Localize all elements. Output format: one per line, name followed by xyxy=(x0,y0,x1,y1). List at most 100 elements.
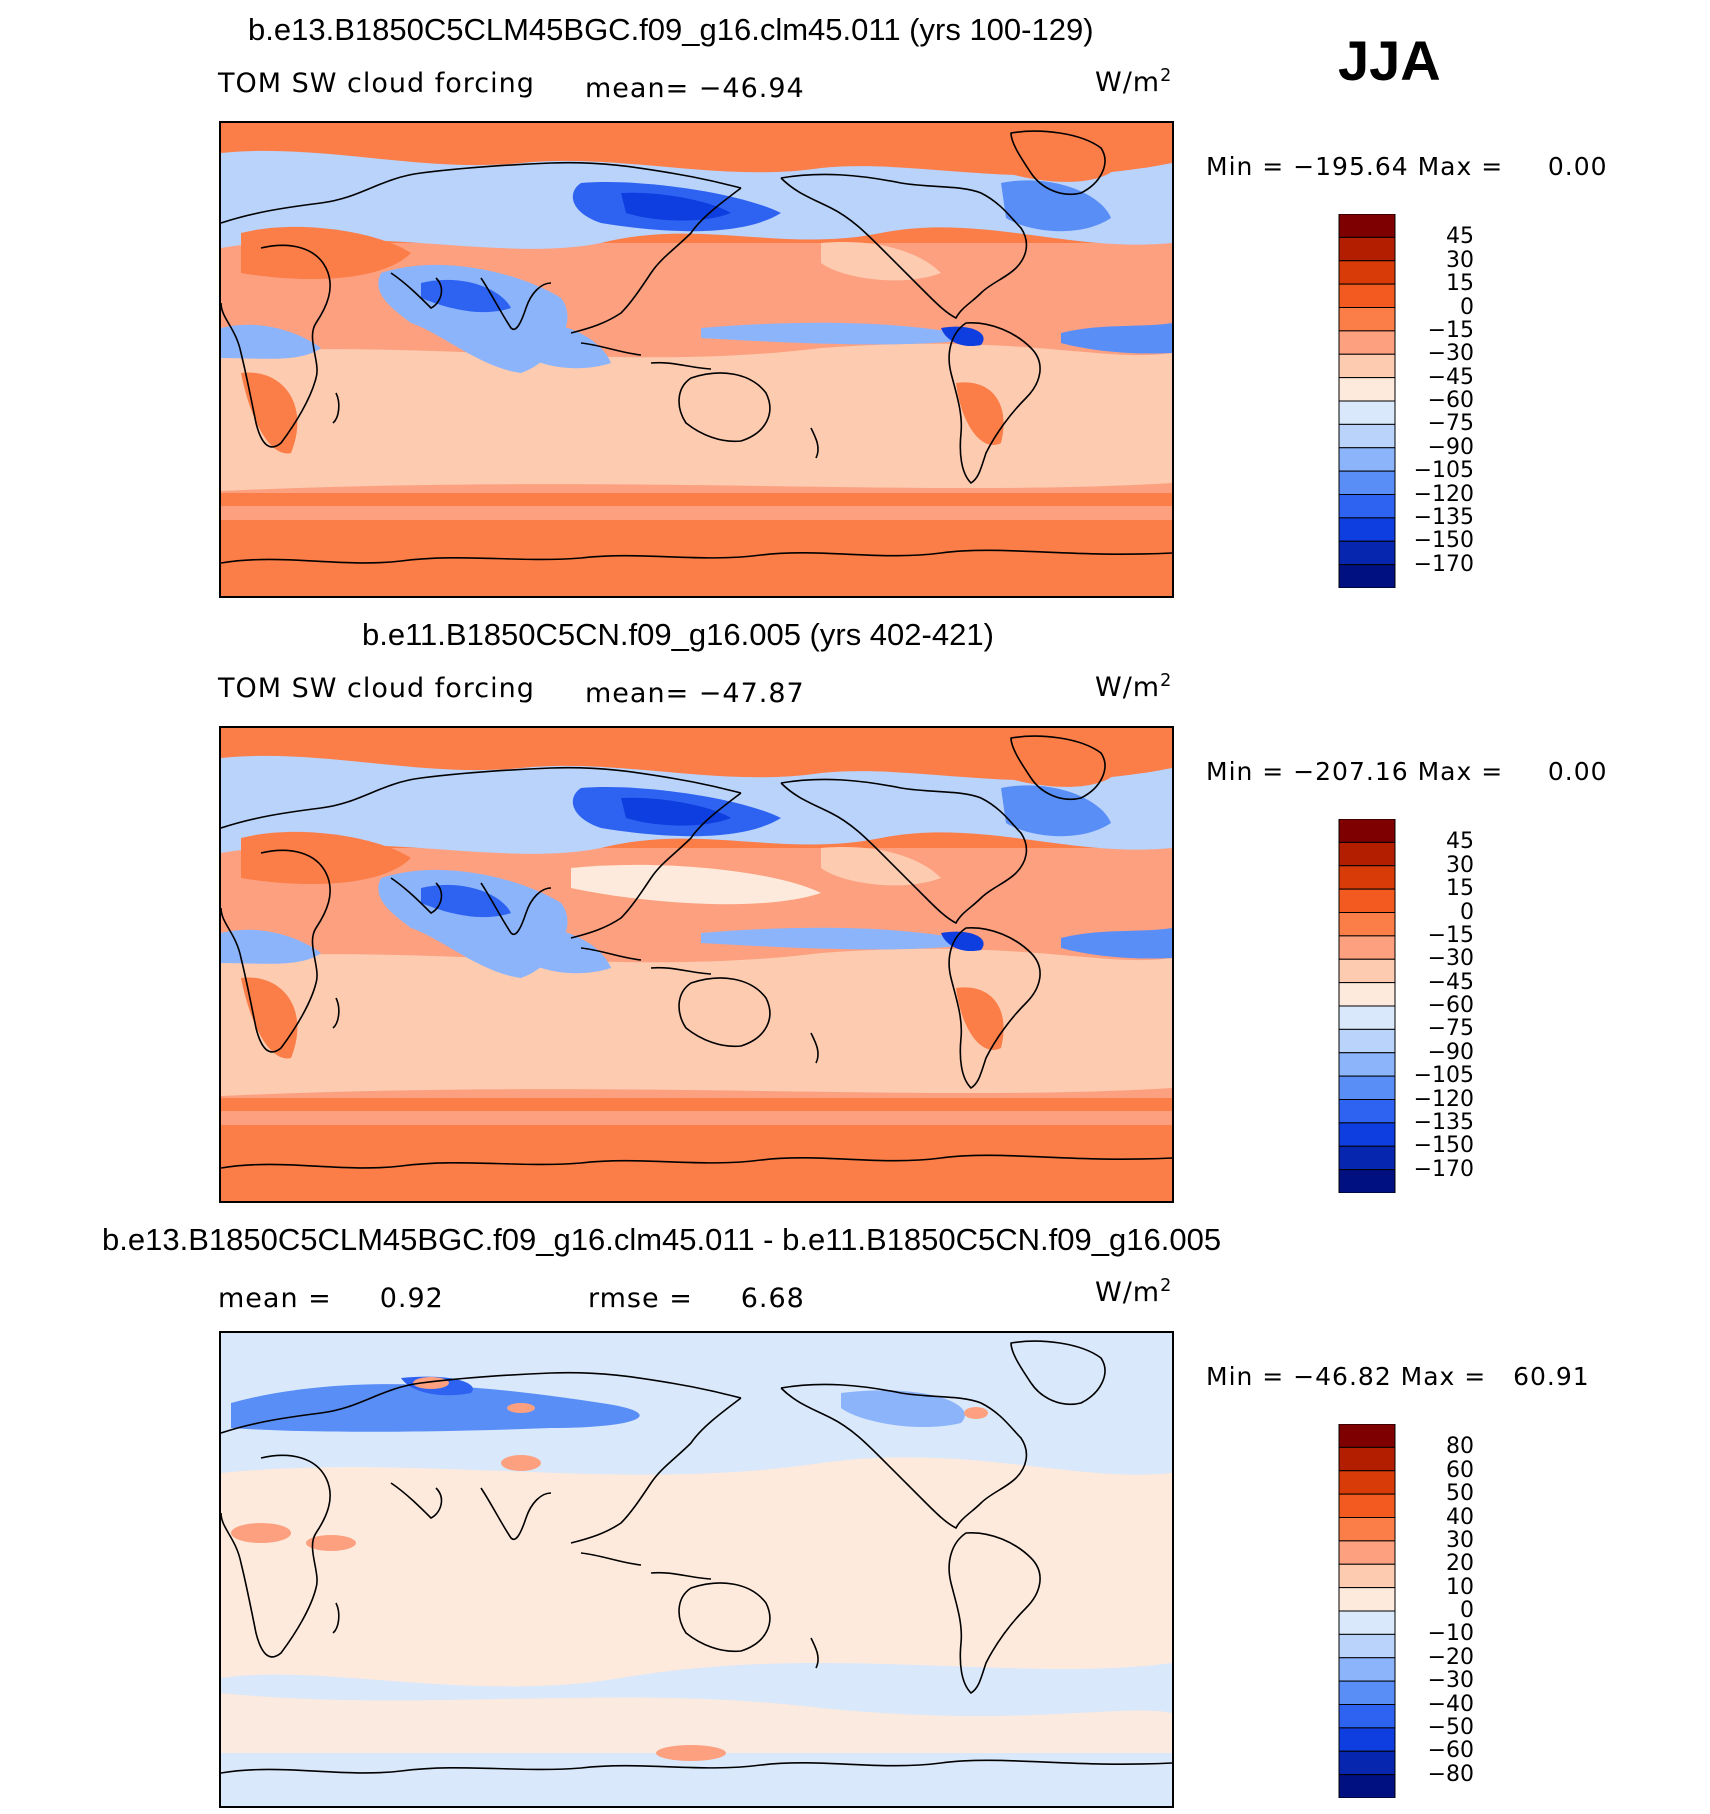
colorbar-tick-label: −150 xyxy=(1413,528,1474,554)
colorbar-tick-label: −40 xyxy=(1427,1691,1474,1717)
panel1-minmax: Min = −195.64 Max = 0.00 xyxy=(1206,152,1608,181)
colorbar-tick-label: −80 xyxy=(1427,1761,1474,1787)
panel2-units: W/m2 xyxy=(1095,671,1173,703)
colorbar-swatch xyxy=(1338,1727,1396,1752)
colorbar-swatch xyxy=(1338,330,1396,355)
colorbar-tick-label: −20 xyxy=(1427,1644,1474,1670)
coastlines xyxy=(221,735,1172,1169)
panel3-map xyxy=(219,1331,1174,1808)
colorbar-swatch xyxy=(1338,888,1396,913)
colorbar-tick-label: −105 xyxy=(1413,1063,1474,1089)
colorbar-swatch xyxy=(1338,307,1396,332)
colorbar-swatch xyxy=(1338,260,1396,285)
colorbar-swatch xyxy=(1338,1657,1396,1682)
panel3-units: W/m2 xyxy=(1095,1276,1173,1308)
colorbar-swatch xyxy=(1338,447,1396,472)
colorbar-swatch xyxy=(1338,1704,1396,1729)
colorbar-tick-label: 0 xyxy=(1460,294,1474,320)
colorbar-tick-label: −75 xyxy=(1427,411,1474,437)
colorbar-tick-label: 10 xyxy=(1446,1574,1474,1600)
colorbar-tick-label: −135 xyxy=(1413,504,1474,530)
colorbar-tick-label: 30 xyxy=(1446,247,1474,273)
colorbar-tick-label: −120 xyxy=(1413,1086,1474,1112)
colorbar-swatch xyxy=(1338,1446,1396,1472)
colorbar-swatch xyxy=(1338,1122,1396,1147)
colorbar-tick-label: 80 xyxy=(1446,1434,1474,1460)
panel2-mean: mean= −47.87 xyxy=(585,678,805,709)
colorbar-tick-label: −170 xyxy=(1413,1156,1474,1182)
colorbar-tick-label: −60 xyxy=(1427,993,1474,1018)
colorbar-tick-label: −105 xyxy=(1413,458,1474,484)
colorbar-swatch xyxy=(1338,1145,1396,1171)
colorbar-swatch xyxy=(1338,818,1396,843)
panel3-title: b.e13.B1850C5CLM45BGC.f09_g16.clm45.011 … xyxy=(102,1222,1222,1257)
panel1-units: W/m2 xyxy=(1095,66,1173,98)
panel2-minmax: Min = −207.16 Max = 0.00 xyxy=(1206,757,1608,786)
colorbar-tick-label: −15 xyxy=(1427,317,1474,343)
colorbar-tick-label: −45 xyxy=(1427,364,1474,390)
colorbar-tick-label: 15 xyxy=(1446,271,1474,297)
panel3-rmse: rmse = 6.68 xyxy=(588,1283,805,1314)
colorbar-swatch xyxy=(1338,1423,1396,1448)
colorbar-swatch xyxy=(1338,1680,1396,1705)
colorbar-swatch xyxy=(1338,841,1396,867)
season-label: JJA xyxy=(1338,29,1441,92)
colorbar-tick-label: 0 xyxy=(1460,899,1474,925)
panel1-map xyxy=(219,121,1174,598)
colorbar-tick-label: −60 xyxy=(1427,1738,1474,1764)
colorbar-swatch xyxy=(1338,1028,1396,1054)
colorbar-tick-label: −120 xyxy=(1413,481,1474,507)
panel1-field-label: TOM SW cloud forcing xyxy=(218,68,535,99)
colorbar-swatch xyxy=(1338,494,1396,519)
colorbar-tick-label: −45 xyxy=(1427,969,1474,995)
colorbar-swatch xyxy=(1338,1005,1396,1030)
colorbar-tick-label: −50 xyxy=(1427,1714,1474,1740)
colorbar-swatch xyxy=(1338,1517,1396,1542)
colorbar-tick-label: 45 xyxy=(1446,829,1474,855)
colorbar-tick-label: 20 xyxy=(1446,1551,1474,1577)
colorbar-tick-label: 50 xyxy=(1446,1481,1474,1507)
colorbar-tick-label: 15 xyxy=(1446,876,1474,902)
colorbar-swatch xyxy=(1338,1075,1396,1100)
panel3-colorbar: 80 60 50 40 30 20 10 0 −10 −20 −30 −40 −50 −60 −80 xyxy=(1338,1423,1474,1799)
colorbar-tick-label: 30 xyxy=(1446,1527,1474,1553)
panel2-map xyxy=(219,726,1174,1203)
colorbar-swatch xyxy=(1338,1052,1396,1077)
colorbar-swatch xyxy=(1338,1563,1396,1589)
panel2-colorbar: 45 30 15 0 −15 −30 −45 −60 −75 −90 −105 −120 −135 −15… xyxy=(1338,818,1474,1194)
colorbar-swatch xyxy=(1338,865,1396,890)
colorbar-swatch xyxy=(1338,935,1396,960)
colorbar-swatch xyxy=(1338,213,1396,238)
colorbar-swatch xyxy=(1338,423,1396,449)
panel1-colorbar: 45 30 15 0 −15 −30 −45 −60 −75 −90 −105 −120 −135 −15… xyxy=(1338,213,1474,589)
colorbar-tick-label: 0 xyxy=(1460,1598,1474,1623)
colorbar-tick-label: −75 xyxy=(1427,1016,1474,1042)
colorbar-tick-label: 60 xyxy=(1446,1457,1474,1483)
colorbar-swatch xyxy=(1338,400,1396,425)
colorbar-swatch xyxy=(1338,1470,1396,1495)
colorbar-swatch xyxy=(1338,540,1396,566)
colorbar-tick-label: 45 xyxy=(1446,224,1474,250)
colorbar-swatch xyxy=(1338,1099,1396,1124)
colorbar-swatch xyxy=(1338,353,1396,379)
colorbar-swatch xyxy=(1338,1587,1396,1612)
colorbar-swatch xyxy=(1338,1633,1396,1659)
colorbar-tick-label: −30 xyxy=(1427,1668,1474,1694)
colorbar-tick-label: −15 xyxy=(1427,922,1474,948)
colorbar-tick-label: −150 xyxy=(1413,1133,1474,1159)
panel3-mean: mean = 0.92 xyxy=(218,1283,444,1314)
colorbar-swatch xyxy=(1338,1493,1396,1518)
panel3-minmax: Min = −46.82 Max = 60.91 xyxy=(1206,1362,1590,1391)
colorbar-swatch xyxy=(1338,912,1396,937)
colorbar-swatch xyxy=(1338,982,1396,1007)
colorbar-swatch xyxy=(1338,517,1396,542)
coastlines xyxy=(221,130,1172,564)
colorbar-swatch xyxy=(1338,1774,1396,1799)
colorbar-swatch xyxy=(1338,958,1396,984)
colorbar-swatch xyxy=(1338,377,1396,402)
panel2-field-label: TOM SW cloud forcing xyxy=(218,673,535,704)
colorbar-tick-label: −90 xyxy=(1427,1039,1474,1065)
colorbar-swatch xyxy=(1338,1610,1396,1635)
colorbar-swatch xyxy=(1338,1540,1396,1565)
colorbar-swatch xyxy=(1338,1750,1396,1776)
